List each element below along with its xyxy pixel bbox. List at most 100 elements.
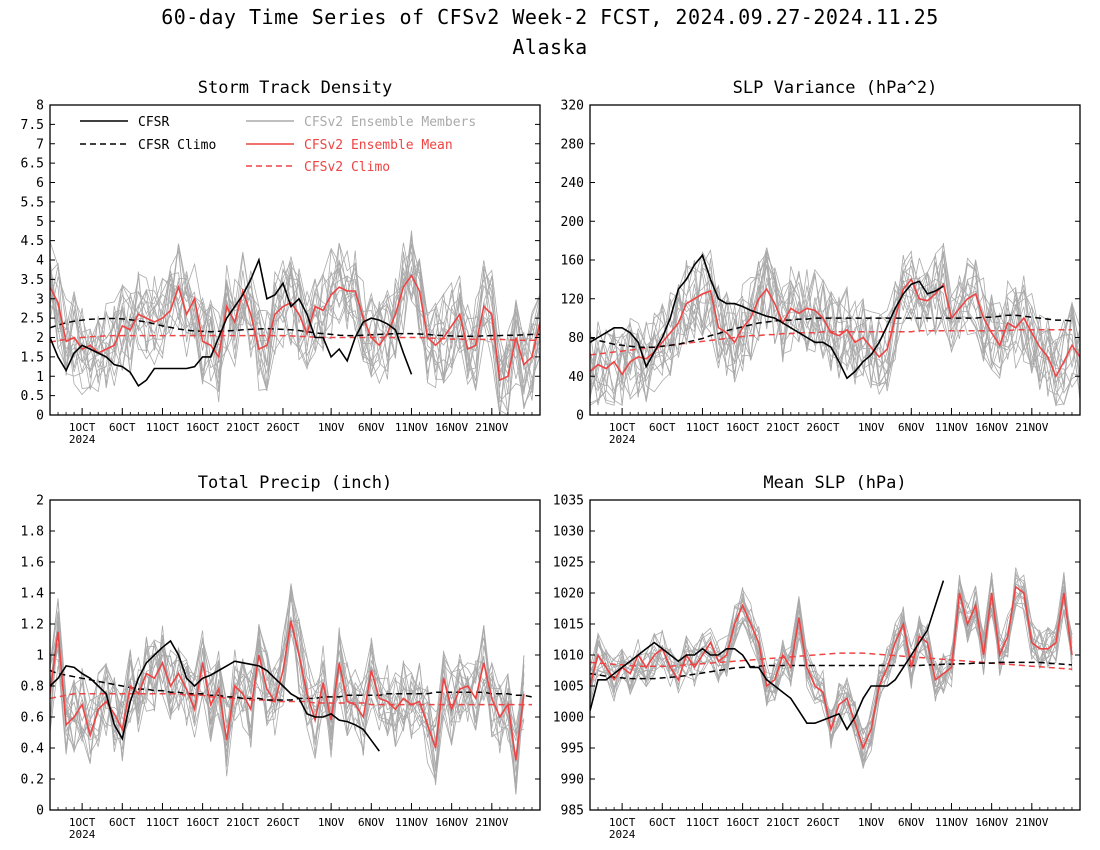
y-tick-label: 4.5 xyxy=(21,234,44,249)
y-tick-label: 40 xyxy=(568,370,584,385)
x-tick-label: 1OCT xyxy=(609,421,636,434)
panel-title: Mean SLP (hPa) xyxy=(763,473,906,493)
x-tick-label: 1OCT xyxy=(69,421,96,434)
x-tick-label: 11OCT xyxy=(146,421,179,434)
y-tick-label: 1.2 xyxy=(21,618,44,633)
cfsr-climo-line xyxy=(50,317,540,338)
x-tick-label: 11NOV xyxy=(935,421,968,434)
x-tick-label: 1NOV xyxy=(318,421,345,434)
x-tick-label: 21OCT xyxy=(226,816,259,829)
legend-label: CFSv2 Climo xyxy=(304,160,390,175)
y-tick-label: 320 xyxy=(561,99,584,114)
x-tick-label: 1NOV xyxy=(318,816,345,829)
y-tick-label: 995 xyxy=(561,742,584,757)
y-tick-label: 0.2 xyxy=(21,773,44,788)
ensemble-member-line xyxy=(50,257,540,401)
x-tick-label: 16NOV xyxy=(435,816,468,829)
y-tick-label: 1 xyxy=(36,370,44,385)
y-tick-label: 200 xyxy=(561,215,584,230)
y-tick-label: 6.5 xyxy=(21,157,44,172)
y-tick-label: 0 xyxy=(576,409,584,424)
cfsr-climo-line xyxy=(590,661,1073,680)
legend-label: CFSR Climo xyxy=(138,138,216,153)
y-tick-label: 1.5 xyxy=(21,350,44,365)
x-tick-label: 6OCT xyxy=(109,816,136,829)
cfsr-line xyxy=(50,257,413,388)
ensemble-mean-line xyxy=(50,273,540,382)
y-tick-label: 0.4 xyxy=(21,742,45,757)
x-tick-sublabel: 2024 xyxy=(609,433,636,446)
plot-frame xyxy=(589,104,1081,416)
y-tick-label: 1035 xyxy=(553,494,584,509)
legend-label: CFSR xyxy=(138,115,169,130)
cfsr-line xyxy=(50,639,380,752)
x-tick-label: 26OCT xyxy=(266,816,299,829)
x-tick-label: 11NOV xyxy=(395,421,428,434)
x-tick-label: 21OCT xyxy=(226,421,259,434)
y-tick-label: 280 xyxy=(561,137,584,152)
cfsr-line xyxy=(590,580,945,731)
x-tick-label: 16OCT xyxy=(186,421,219,434)
ensemble-member-line xyxy=(50,239,540,415)
ensemble-member-line xyxy=(590,254,1080,406)
x-tick-label: 6NOV xyxy=(358,421,385,434)
ensemble-member-line xyxy=(50,588,525,780)
y-tick-label: 6 xyxy=(36,176,44,191)
x-tick-label: 16NOV xyxy=(975,421,1008,434)
y-tick-label: 2 xyxy=(36,331,44,346)
x-tick-sublabel: 2024 xyxy=(69,433,96,446)
y-tick-label: 1025 xyxy=(553,556,584,571)
x-tick-label: 16NOV xyxy=(435,421,468,434)
y-tick-label: 1 xyxy=(36,649,44,664)
x-tick-label: 21NOV xyxy=(1015,816,1048,829)
chart-panel-1: Storm Track Density 0 0.5 1 1.5 2 2.5 3 3.5 4 4.5 5… xyxy=(21,78,541,446)
chart-panel-3: Total Precip (inch) 0 0.2 0.4 0.6 0.8 1 1.2 1.4 1… xyxy=(21,473,541,841)
y-tick-label: 0 xyxy=(36,804,44,819)
x-tick-label: 11OCT xyxy=(146,816,179,829)
y-tick-label: 240 xyxy=(561,176,584,191)
y-tick-label: 0.5 xyxy=(21,389,44,404)
x-tick-label: 6NOV xyxy=(898,421,925,434)
y-tick-label: 0 xyxy=(36,409,44,424)
legend-label: CFSv2 Ensemble Members xyxy=(304,115,476,130)
panel-title: SLP Variance (hPa^2) xyxy=(733,78,938,98)
y-tick-label: 7 xyxy=(36,137,44,152)
ensemble-member-line xyxy=(50,599,525,784)
x-tick-label: 26OCT xyxy=(266,421,299,434)
plot-area xyxy=(590,243,1080,407)
x-tick-label: 26OCT xyxy=(806,816,839,829)
y-tick-label: 3 xyxy=(36,292,44,307)
panel-title: Storm Track Density xyxy=(198,78,392,98)
x-tick-label: 1OCT xyxy=(609,816,636,829)
y-tick-label: 2 xyxy=(36,494,44,509)
x-tick-label: 11NOV xyxy=(395,816,428,829)
y-tick-label: 0.6 xyxy=(21,711,44,726)
ensemble-member-line xyxy=(50,242,540,415)
y-tick-label: 3.5 xyxy=(21,273,44,288)
ensemble-member-line xyxy=(50,235,540,395)
ensemble-member-line xyxy=(590,243,1080,406)
x-tick-sublabel: 2024 xyxy=(609,828,636,841)
plot-area xyxy=(50,230,540,415)
x-tick-label: 16OCT xyxy=(186,816,219,829)
ensemble-mean-line xyxy=(50,620,525,761)
y-tick-label: 8 xyxy=(36,99,44,114)
panel-title: Total Precip (inch) xyxy=(198,473,392,493)
ensemble-member-line xyxy=(590,591,1073,749)
x-tick-label: 21OCT xyxy=(766,421,799,434)
x-tick-label: 16OCT xyxy=(726,421,759,434)
x-tick-label: 11OCT xyxy=(686,816,719,829)
ensemble-member-line xyxy=(590,251,1080,387)
y-tick-label: 1015 xyxy=(553,618,584,633)
ensemble-member-line xyxy=(590,580,1073,765)
ensemble-member-line xyxy=(590,574,1073,767)
chart-panel-2: SLP Variance (hPa^2) 0 40 80 120 160 200 240 280… xyxy=(561,78,1081,446)
figure-subtitle: Alaska xyxy=(512,35,588,59)
x-tick-label: 11NOV xyxy=(935,816,968,829)
ensemble-mean-line xyxy=(590,277,1080,379)
x-tick-sublabel: 2024 xyxy=(69,828,96,841)
ensemble-member-line xyxy=(590,258,1080,392)
chart-panel-4: Mean SLP (hPa) 985 990 995 1000 1005 1010 1015 1… xyxy=(553,473,1081,841)
figure-title: 60-day Time Series of CFSv2 Week-2 FCST,… xyxy=(161,5,939,29)
